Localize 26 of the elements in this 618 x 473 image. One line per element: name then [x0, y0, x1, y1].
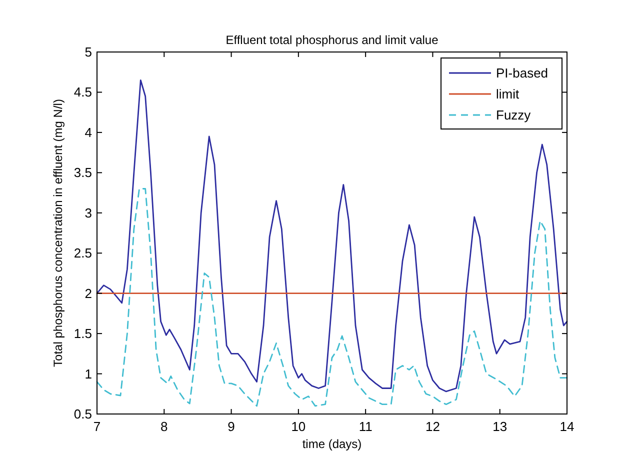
- x-tick-label: 10: [291, 419, 306, 434]
- line-series: [96, 79, 568, 392]
- y-tick-label: 4: [84, 124, 92, 140]
- x-tick-label: 12: [425, 419, 440, 434]
- x-axis-title: time (days): [302, 437, 362, 451]
- chart-title: Effluent total phosphorus and limit value: [226, 33, 439, 47]
- y-tick-label: 3.5: [74, 165, 92, 180]
- line-series: [96, 188, 568, 407]
- legend-label: limit: [496, 86, 520, 102]
- y-tick-label: 3: [84, 205, 92, 220]
- x-tick-label: 7: [93, 419, 101, 434]
- x-tick-label: 14: [560, 419, 574, 434]
- x-tick-label: 9: [228, 419, 235, 434]
- y-axis-title: Total phosphorus concentration in effluent (mg N/l): [51, 99, 65, 367]
- legend-label: Fuzzy: [496, 108, 532, 122]
- y-tick-label: 0.5: [74, 406, 92, 422]
- legend-label: PI-based: [496, 66, 548, 80]
- x-tick-label: 8: [160, 419, 168, 434]
- y-tick-label: 1: [84, 366, 92, 382]
- x-tick-label: 11: [358, 419, 372, 434]
- y-tick-label: 5: [84, 44, 92, 60]
- y-tick-label: 4.5: [74, 84, 92, 100]
- y-tick-label: 1.5: [74, 326, 92, 342]
- x-tick-label: 13: [492, 419, 508, 434]
- y-tick-label: 2.5: [74, 246, 92, 261]
- y-tick-label: 2: [84, 286, 92, 301]
